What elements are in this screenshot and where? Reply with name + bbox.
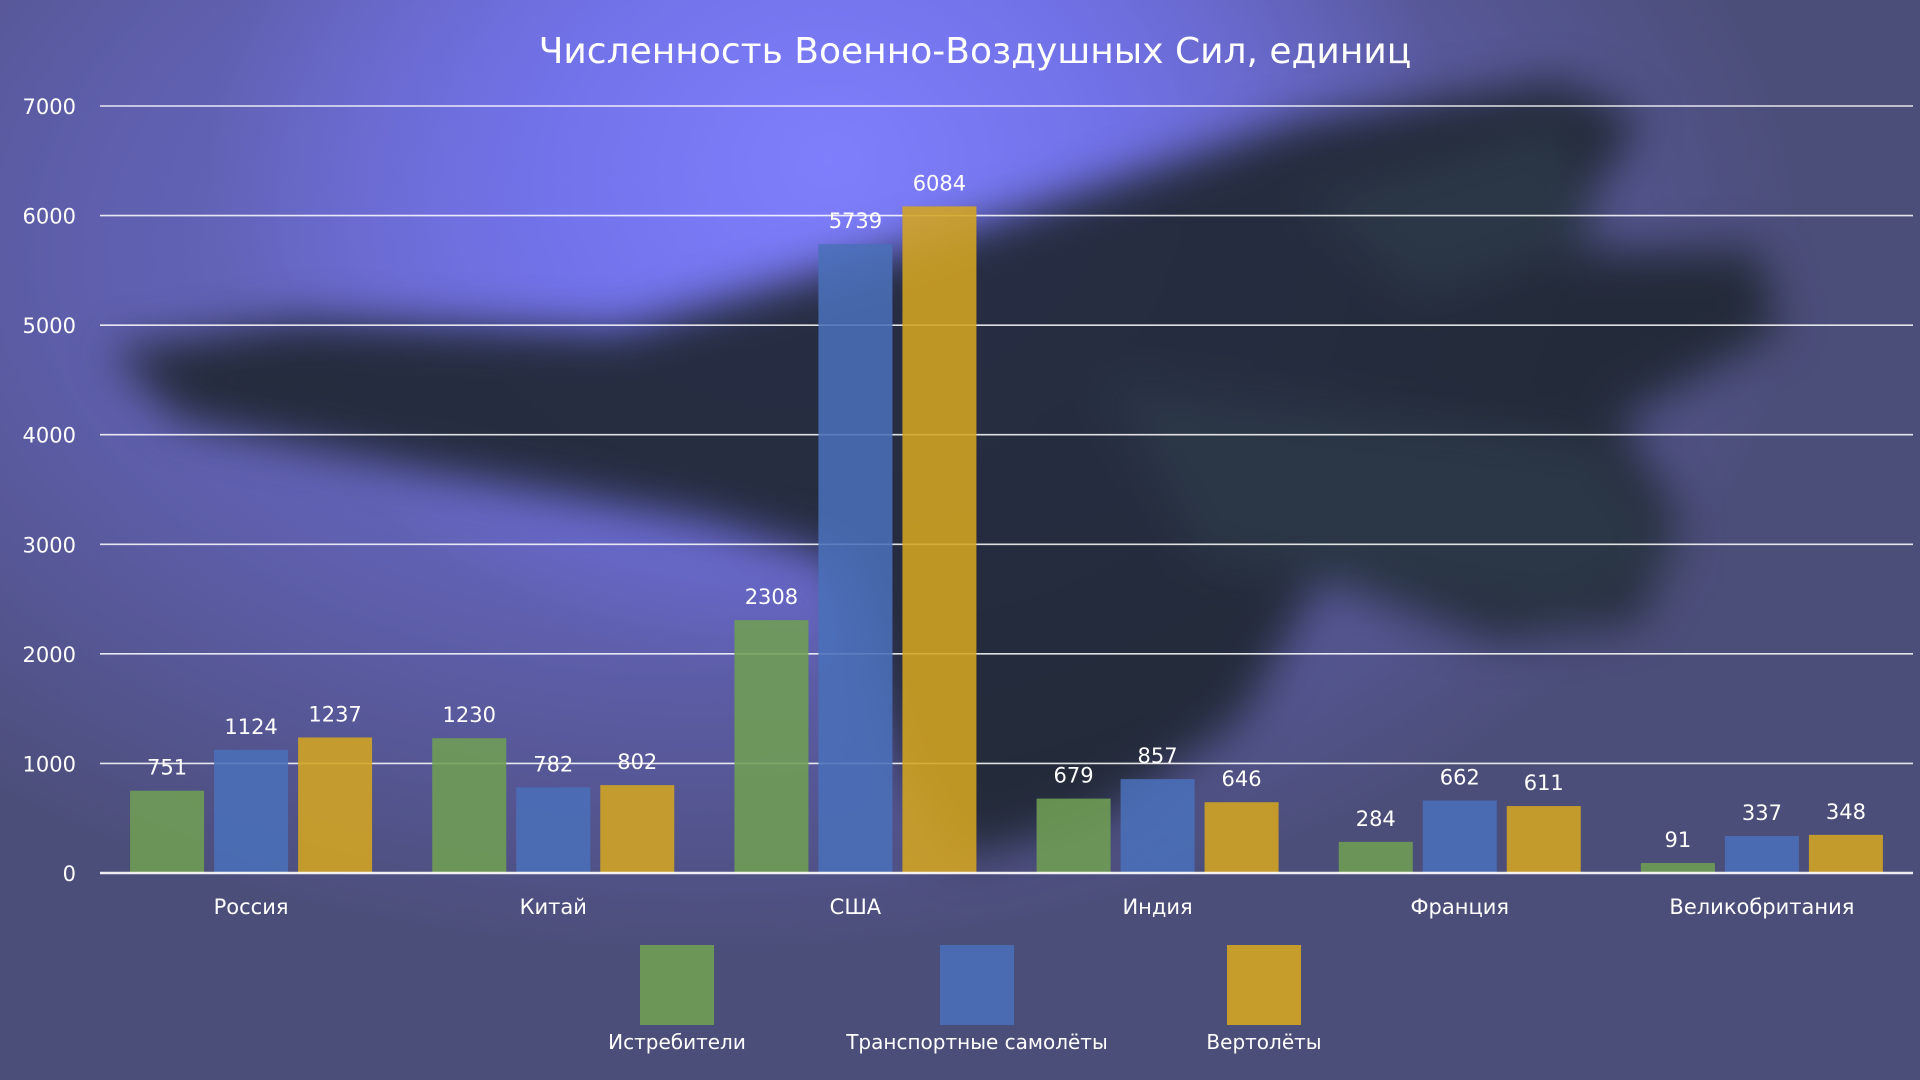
bar — [1506, 806, 1581, 873]
y-tick-label: 6000 — [23, 205, 76, 229]
x-tick-label: Индия — [1122, 895, 1192, 919]
legend-swatch — [940, 945, 1014, 1025]
data-labels: 751 1124 1237 1230 782 802 2308 5739 6084 679 857 6… — [147, 171, 1866, 852]
bar — [734, 620, 809, 873]
x-tick-label: США — [830, 895, 882, 919]
data-label: 802 — [617, 750, 657, 774]
y-tick-label: 0 — [63, 862, 76, 886]
data-label: 662 — [1440, 765, 1480, 789]
bar — [1422, 800, 1497, 873]
bar — [1120, 779, 1195, 873]
data-label: 2308 — [745, 585, 798, 609]
x-tick-label: Китай — [520, 895, 587, 919]
bar — [1338, 841, 1413, 873]
data-label: 284 — [1356, 807, 1396, 831]
legend-swatch — [1227, 945, 1301, 1025]
y-tick-label: 5000 — [23, 314, 76, 338]
legend-label: Транспортные самолёты — [845, 1030, 1108, 1054]
bar — [902, 206, 977, 873]
data-label: 337 — [1742, 801, 1782, 825]
bar — [818, 244, 893, 874]
data-label: 679 — [1054, 764, 1094, 788]
x-tick-label: Россия — [214, 895, 289, 919]
data-label: 611 — [1524, 771, 1564, 795]
bar — [432, 738, 507, 873]
y-tick-label: 1000 — [23, 752, 76, 776]
bar — [214, 749, 289, 873]
data-label: 857 — [1138, 744, 1178, 768]
legend-label: Истребители — [608, 1030, 746, 1054]
bar — [516, 787, 591, 873]
x-tick-label: Франция — [1410, 895, 1509, 919]
x-axis-ticks: Россия Китай США Индия Франция Великобритания — [214, 895, 1855, 919]
y-axis-ticks: 0 1000 2000 3000 4000 5000 6000 7000 — [23, 95, 76, 886]
x-tick-label: Великобритания — [1669, 895, 1854, 919]
data-label: 1124 — [224, 715, 277, 739]
data-label: 1237 — [308, 702, 361, 726]
chart-title: Численность Военно-Воздушных Сил, единиц — [539, 31, 1412, 72]
data-label: 646 — [1222, 767, 1262, 791]
bar — [1640, 863, 1715, 873]
data-label: 6084 — [913, 171, 966, 195]
gridlines — [100, 105, 1913, 765]
bar — [1204, 802, 1279, 873]
legend-swatch — [640, 945, 714, 1025]
bar — [1036, 798, 1111, 873]
bar — [1808, 834, 1883, 873]
data-label: 751 — [147, 756, 187, 780]
bar — [298, 737, 373, 873]
legend: Истребители Транспортные самолёты Вертолёт… — [608, 945, 1322, 1054]
data-label: 782 — [533, 752, 573, 776]
bar — [1724, 836, 1799, 873]
legend-label: Вертолёты — [1206, 1030, 1321, 1054]
data-label: 91 — [1665, 828, 1692, 852]
data-label: 5739 — [829, 209, 882, 233]
y-tick-label: 3000 — [23, 533, 76, 557]
bar — [600, 785, 675, 873]
bars — [130, 206, 1883, 874]
data-label: 348 — [1826, 800, 1866, 824]
data-label: 1230 — [443, 703, 496, 727]
y-tick-label: 2000 — [23, 643, 76, 667]
y-tick-label: 4000 — [23, 424, 76, 448]
bar — [130, 790, 205, 873]
y-tick-label: 7000 — [23, 95, 76, 119]
